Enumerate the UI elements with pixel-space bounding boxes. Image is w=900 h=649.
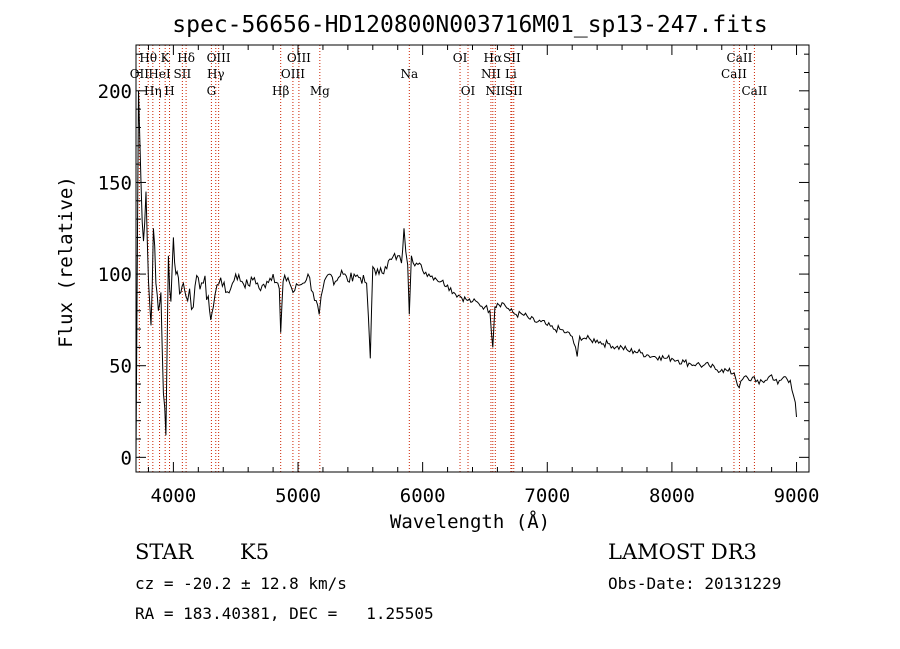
- spectral-line-label: HeI: [148, 67, 171, 81]
- spectrum-chart: spec-56656-HD120800N003716M01_sp13-247.f…: [55, 12, 820, 533]
- y-axis-label: Flux (relative): [55, 176, 77, 348]
- plot-frame: [135, 44, 810, 473]
- spectral-line-label: OIII: [281, 67, 305, 81]
- spectral-line-label: CaII: [721, 67, 747, 81]
- x-tick-label: 6000: [400, 485, 446, 507]
- survey-name: LAMOST DR3: [608, 540, 757, 564]
- spectral-line-label: OII: [130, 67, 150, 81]
- spectral-line-label: SII: [503, 51, 521, 65]
- spectral-line-label: SII: [505, 84, 523, 98]
- chart-title: spec-56656-HD120800N003716M01_sp13-247.f…: [172, 12, 767, 38]
- obs-date: Obs-Date: 20131229: [608, 574, 782, 593]
- x-tick-label: 7000: [524, 485, 570, 507]
- spectral-line-label: OIII: [207, 51, 231, 65]
- x-tick-label: 9000: [774, 485, 820, 507]
- spectral-line-label: NII: [485, 84, 505, 98]
- spectral-line-label: K: [161, 51, 171, 65]
- axis-ticks: [136, 45, 809, 472]
- redshift-readout: cz = -20.2 ± 12.8 km/s: [135, 574, 347, 593]
- spectral-line-label: Hη: [144, 84, 162, 98]
- spectral-line-markers: [138, 45, 755, 472]
- spectral-line-label: Hβ: [272, 84, 289, 98]
- y-tick-label: 0: [121, 447, 132, 469]
- spectral-line-label: OIII: [287, 51, 311, 65]
- y-tick-label: 50: [109, 356, 132, 378]
- x-tick-label: 5000: [275, 485, 321, 507]
- spectral-line-label: Hγ: [207, 67, 225, 81]
- object-class: STAR: [135, 540, 194, 564]
- spectral-line-label: CaII: [741, 84, 767, 98]
- spectral-line-labels: Hθ OII Hη K HeI H Hδ SII OIII Hγ G Hβ OIII OIII Mg Na OI…: [130, 51, 768, 98]
- spectral-line-label: CaII: [727, 51, 753, 65]
- axis-tick-labels: 4000 5000 6000 7000 8000 9000 0 50 100 150 200: [98, 81, 820, 507]
- y-tick-label: 100: [98, 264, 132, 286]
- spectral-line-label: Hδ: [177, 51, 195, 65]
- spectral-line-label: Li: [505, 67, 517, 81]
- x-tick-label: 8000: [649, 485, 695, 507]
- y-tick-label: 150: [98, 172, 132, 194]
- spectral-line-label: Hα: [484, 51, 503, 65]
- object-subclass: K5: [240, 540, 270, 564]
- spectral-line-label: H: [164, 84, 174, 98]
- coordinates-readout: RA = 183.40381, DEC = 1.25505: [135, 604, 434, 623]
- spectral-line-label: Hθ: [139, 51, 157, 65]
- spectral-line-label: Mg: [310, 84, 330, 98]
- x-tick-label: 4000: [151, 485, 197, 507]
- spectral-line-label: NII: [481, 67, 501, 81]
- spectral-line-label: SII: [174, 67, 192, 81]
- spectral-line-label: OI: [461, 84, 476, 98]
- y-tick-label: 200: [98, 81, 132, 103]
- spectral-line-label: OI: [453, 51, 468, 65]
- x-axis-label: Wavelength (Å): [390, 510, 550, 533]
- spectrum-line: [135, 90, 797, 458]
- spectral-line-label: G: [207, 84, 217, 98]
- spectral-line-label: Na: [400, 67, 418, 81]
